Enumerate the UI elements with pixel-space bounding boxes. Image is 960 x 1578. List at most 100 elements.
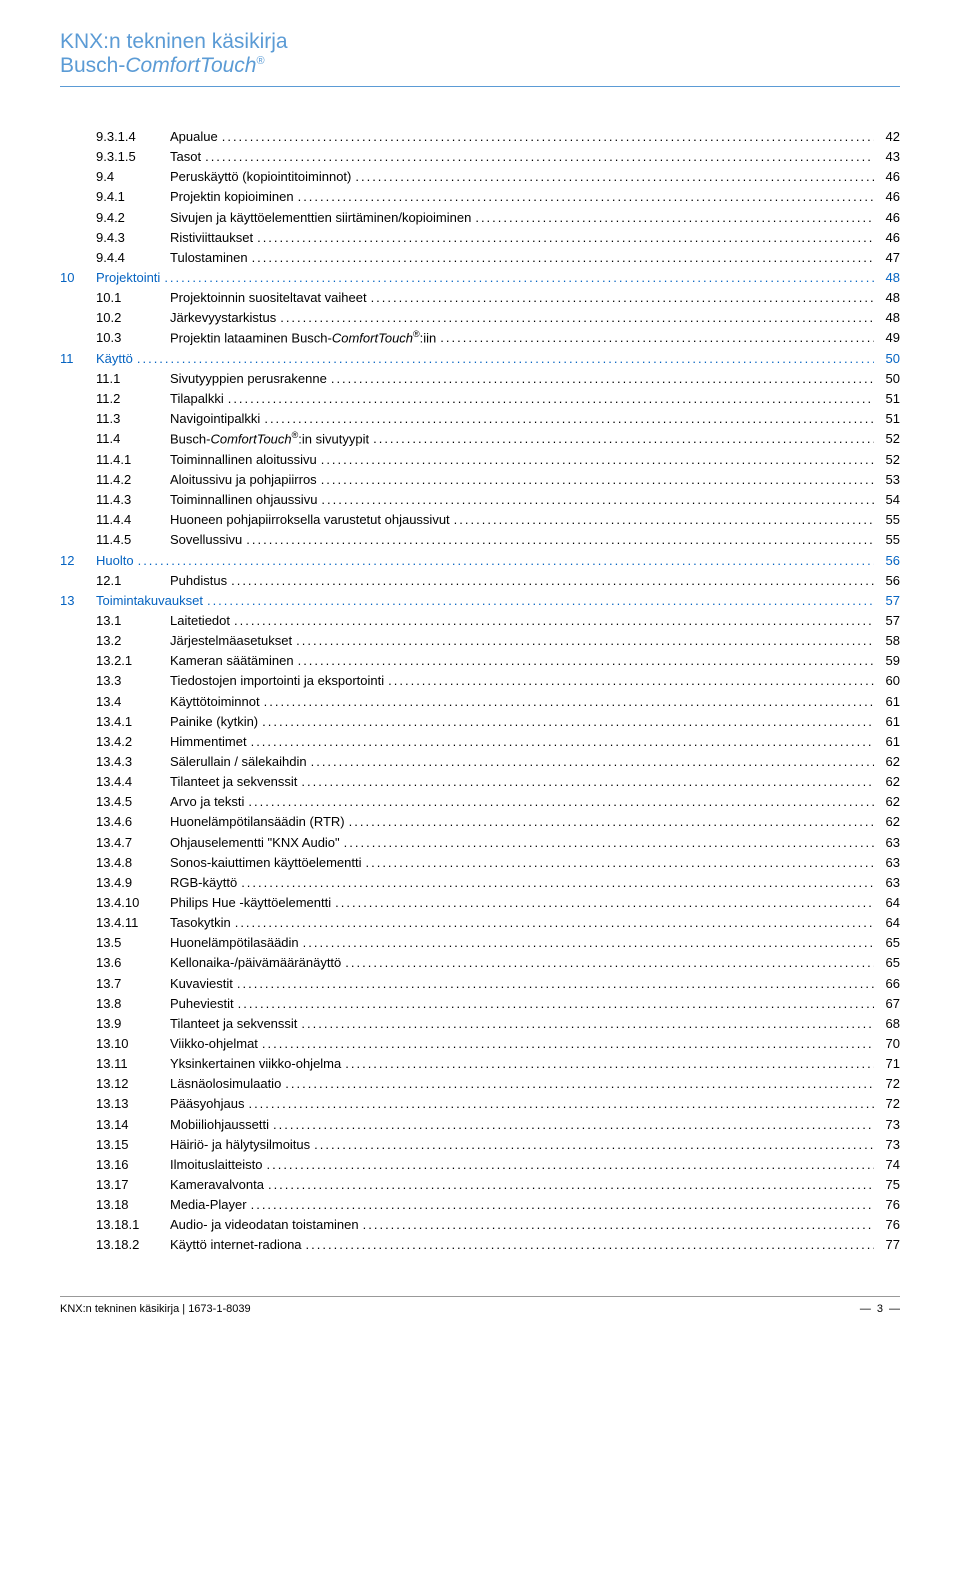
toc-dots: ........................................… bbox=[307, 752, 874, 772]
toc-row[interactable]: 11.4.2Aloitussivu ja pohjapiirros.......… bbox=[60, 470, 900, 490]
toc-row[interactable]: 13.4.1Painike (kytkin)..................… bbox=[60, 712, 900, 732]
toc-row[interactable]: 13.16Ilmoituslaitteisto.................… bbox=[60, 1155, 900, 1175]
toc-dots: ........................................… bbox=[317, 470, 874, 490]
toc-number: 13.4.2 bbox=[96, 732, 170, 752]
toc-entry: 13.4Käyttötoiminnot bbox=[60, 692, 260, 712]
toc-dots: ........................................… bbox=[281, 1074, 874, 1094]
toc-row[interactable]: 13.3Tiedostojen importointi ja eksportoi… bbox=[60, 671, 900, 691]
toc-entry: 13.14Mobiiliohjaussetti bbox=[60, 1115, 269, 1135]
toc-row[interactable]: 13.4.10Philips Hue -käyttöelementti.....… bbox=[60, 893, 900, 913]
toc-number: 13.14 bbox=[96, 1115, 170, 1135]
toc-row[interactable]: 13.4.3Sälerullain / sälekaihdin.........… bbox=[60, 752, 900, 772]
toc-row[interactable]: 13.13Pääsyohjaus........................… bbox=[60, 1094, 900, 1114]
toc-dots: ........................................… bbox=[317, 450, 874, 470]
toc-row[interactable]: 13.4Käyttötoiminnot.....................… bbox=[60, 692, 900, 712]
toc-row[interactable]: 13.11Yksinkertainen viikko-ohjelma......… bbox=[60, 1054, 900, 1074]
toc-row[interactable]: 13.7Kuvaviestit.........................… bbox=[60, 974, 900, 994]
toc-row[interactable]: 13.4.7Ohjauselementti "KNX Audio".......… bbox=[60, 833, 900, 853]
toc-row[interactable]: 13.4.4Tilanteet ja sekvenssit...........… bbox=[60, 772, 900, 792]
toc-dots: ........................................… bbox=[230, 611, 874, 631]
toc-number: 13.4.1 bbox=[96, 712, 170, 732]
toc-page: 55 bbox=[874, 530, 900, 550]
toc-page: 58 bbox=[874, 631, 900, 651]
toc-row[interactable]: 10.1Projektoinnin suositeltavat vaiheet.… bbox=[60, 288, 900, 308]
toc-row[interactable]: 13.4.6Huonelämpötilansäädin (RTR).......… bbox=[60, 812, 900, 832]
toc-number: 9.3.1.4 bbox=[96, 127, 170, 147]
toc-title: Käyttötoiminnot bbox=[170, 692, 260, 712]
toc-row[interactable]: 10.3Projektin lataaminen Busch-ComfortTo… bbox=[60, 328, 900, 348]
toc-row[interactable]: 13.18Media-Player.......................… bbox=[60, 1195, 900, 1215]
footer-left: KNX:n tekninen käsikirja | 1673-1-8039 bbox=[60, 1303, 251, 1315]
toc-number: 11 bbox=[60, 349, 96, 369]
toc-row[interactable]: 11Käyttö................................… bbox=[60, 349, 900, 369]
toc-entry: 11.3Navigointipalkki bbox=[60, 409, 260, 429]
toc-row[interactable]: 13.5Huonelämpötilasäädin................… bbox=[60, 933, 900, 953]
toc-row[interactable]: 13.8Puheviestit.........................… bbox=[60, 994, 900, 1014]
toc-page: 56 bbox=[874, 571, 900, 591]
toc-row[interactable]: 9.4.4Tulostaminen.......................… bbox=[60, 248, 900, 268]
toc-row[interactable]: 13.9Tilanteet ja sekvenssit.............… bbox=[60, 1014, 900, 1034]
toc-number: 11.4.2 bbox=[96, 470, 170, 490]
toc-title: Ristiviittaukset bbox=[170, 228, 253, 248]
toc-row[interactable]: 13.4.2Himmentimet.......................… bbox=[60, 732, 900, 752]
toc-row[interactable]: 13.14Mobiiliohjaussetti.................… bbox=[60, 1115, 900, 1135]
toc-row[interactable]: 13.18.2Käyttö internet-radiona..........… bbox=[60, 1235, 900, 1255]
toc-row[interactable]: 11.1Sivutyyppien perusrakenne...........… bbox=[60, 369, 900, 389]
toc-row[interactable]: 13.1Laitetiedot.........................… bbox=[60, 611, 900, 631]
toc-page: 61 bbox=[874, 692, 900, 712]
toc-dots: ........................................… bbox=[258, 1034, 874, 1054]
document-header: KNX:n tekninen käsikirja Busch-ComfortTo… bbox=[60, 30, 900, 78]
toc-row[interactable]: 11.3Navigointipalkki....................… bbox=[60, 409, 900, 429]
toc-dots: ........................................… bbox=[345, 812, 874, 832]
toc-row[interactable]: 13.4.11Tasokytkin.......................… bbox=[60, 913, 900, 933]
toc-number: 13.2.1 bbox=[96, 651, 170, 671]
toc-row[interactable]: 13.2.1Kameran säätäminen................… bbox=[60, 651, 900, 671]
toc-entry: 13.4.6Huonelämpötilansäädin (RTR) bbox=[60, 812, 345, 832]
toc-row[interactable]: 13Toimintakuvaukset.....................… bbox=[60, 591, 900, 611]
toc-row[interactable]: 13.18.1Audio- ja videodatan toistaminen.… bbox=[60, 1215, 900, 1235]
toc-row[interactable]: 9.3.1.5Tasot............................… bbox=[60, 147, 900, 167]
toc-dots: ........................................… bbox=[233, 974, 874, 994]
toc-page: 53 bbox=[874, 470, 900, 490]
toc-title: Peruskäyttö (kopiointitoiminnot) bbox=[170, 167, 351, 187]
toc-page: 54 bbox=[874, 490, 900, 510]
toc-dots: ........................................… bbox=[203, 591, 874, 611]
header-line1: KNX:n tekninen käsikirja bbox=[60, 30, 900, 54]
toc-row[interactable]: 9.4.1Projektin kopioiminen..............… bbox=[60, 187, 900, 207]
toc-number: 13.4.7 bbox=[96, 833, 170, 853]
toc-row[interactable]: 13.2Järjestelmäasetukset................… bbox=[60, 631, 900, 651]
toc-row[interactable]: 13.6Kellonaika-/päivämääränäyttö........… bbox=[60, 953, 900, 973]
toc-row[interactable]: 13.4.9RGB-käyttö........................… bbox=[60, 873, 900, 893]
toc-row[interactable]: 13.12Läsnäolosimulaatio.................… bbox=[60, 1074, 900, 1094]
toc-row[interactable]: 13.17Kameravalvonta.....................… bbox=[60, 1175, 900, 1195]
toc-row[interactable]: 11.4.3Toiminnallinen ohjaussivu.........… bbox=[60, 490, 900, 510]
toc-number: 12 bbox=[60, 551, 96, 571]
toc-row[interactable]: 13.4.8Sonos-kaiuttimen käyttöelementti..… bbox=[60, 853, 900, 873]
toc-title: Sivujen ja käyttöelementtien siirtäminen… bbox=[170, 208, 471, 228]
toc-row[interactable]: 11.4Busch-ComfortTouch®:in sivutyypit...… bbox=[60, 429, 900, 449]
toc-entry: 13.4.1Painike (kytkin) bbox=[60, 712, 258, 732]
toc-number: 13.18 bbox=[96, 1195, 170, 1215]
toc-entry: 11.4.4Huoneen pohjapiirroksella varustet… bbox=[60, 510, 450, 530]
toc-row[interactable]: 9.4Peruskäyttö (kopiointitoiminnot).....… bbox=[60, 167, 900, 187]
toc-entry: 9.3.1.4Apualue bbox=[60, 127, 218, 147]
toc-row[interactable]: 12.1Puhdistus...........................… bbox=[60, 571, 900, 591]
toc-row[interactable]: 13.10Viikko-ohjelmat....................… bbox=[60, 1034, 900, 1054]
toc-row[interactable]: 9.4.2Sivujen ja käyttöelementtien siirtä… bbox=[60, 208, 900, 228]
toc-title: Himmentimet bbox=[170, 732, 247, 752]
toc-row[interactable]: 10.2Järkevyystarkistus..................… bbox=[60, 308, 900, 328]
toc-row[interactable]: 11.4.4Huoneen pohjapiirroksella varustet… bbox=[60, 510, 900, 530]
toc-dots: ........................................… bbox=[248, 248, 874, 268]
toc-row[interactable]: 12Huolto................................… bbox=[60, 551, 900, 571]
toc-page: 55 bbox=[874, 510, 900, 530]
toc-row[interactable]: 11.4.1Toiminnallinen aloitussivu........… bbox=[60, 450, 900, 470]
toc-row[interactable]: 13.15Häiriö- ja hälytysilmoitus.........… bbox=[60, 1135, 900, 1155]
toc-row[interactable]: 13.4.5Arvo ja teksti....................… bbox=[60, 792, 900, 812]
toc-dots: ........................................… bbox=[253, 228, 874, 248]
toc-row[interactable]: 9.3.1.4Apualue..........................… bbox=[60, 127, 900, 147]
toc-row[interactable]: 11.2Tilapalkki..........................… bbox=[60, 389, 900, 409]
toc-row[interactable]: 9.4.3Ristiviittaukset...................… bbox=[60, 228, 900, 248]
toc-row[interactable]: 11.4.5Sovellussivu......................… bbox=[60, 530, 900, 550]
toc-dots: ........................................… bbox=[294, 187, 874, 207]
toc-row[interactable]: 10Projektointi..........................… bbox=[60, 268, 900, 288]
